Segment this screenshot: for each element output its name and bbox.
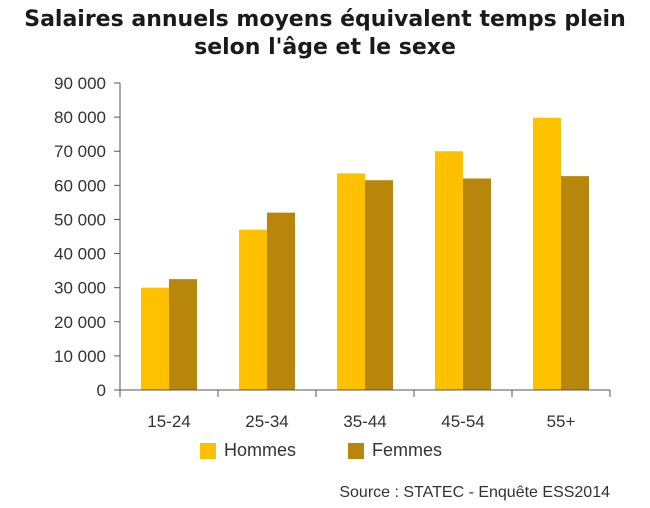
y-tick-label: 60 000	[54, 176, 106, 195]
y-tick-label: 50 000	[54, 210, 106, 229]
x-tick-label: 15-24	[147, 412, 190, 430]
legend-swatch-hommes	[200, 442, 216, 459]
legend-swatch-femmes	[348, 442, 365, 459]
bar-chart: 0 10 000 20 000 30 000 40 000 50 000 60 000 70 …	[54, 74, 611, 430]
x-axis: 15-24 25-34 35-44 45-54 55+	[119, 83, 611, 430]
legend-label-femmes: Femmes	[372, 440, 443, 460]
bar-femmes-35-44	[365, 180, 393, 390]
source-note: Source : STATEC - Enquête ESS2014	[339, 484, 610, 501]
y-tick-label: 20 000	[54, 313, 106, 332]
y-tick-label: 30 000	[54, 279, 106, 298]
bar-femmes-45-54	[463, 178, 491, 390]
bar-hommes-45-54	[435, 151, 463, 390]
y-axis: 0 10 000 20 000 30 000 40 000 50 000 60 000 70 …	[54, 74, 120, 400]
y-tick-label: 10 000	[54, 347, 106, 366]
x-tick-label: 35-44	[343, 412, 386, 430]
bar-hommes-15-24	[141, 287, 169, 390]
legend-label-hommes: Hommes	[224, 440, 297, 460]
y-tick-label: 0	[97, 381, 106, 400]
bars-group	[141, 117, 589, 390]
y-tick-label: 90 000	[54, 74, 106, 93]
x-tick-label: 25-34	[245, 412, 288, 430]
legend-item-femmes: Femmes	[348, 440, 442, 461]
y-tick-label: 80 000	[54, 108, 106, 127]
bar-femmes-55+	[561, 176, 589, 390]
x-tick-label: 55+	[547, 412, 576, 430]
bar-hommes-55+	[533, 117, 561, 390]
bar-femmes-25-34	[267, 212, 295, 390]
x-tick-label: 45-54	[441, 412, 484, 430]
bar-hommes-35-44	[337, 173, 365, 390]
legend: Hommes Femmes	[200, 440, 442, 461]
y-tick-label: 40 000	[54, 245, 106, 264]
legend-item-hommes: Hommes	[200, 440, 296, 461]
y-tick-label: 70 000	[54, 142, 106, 161]
chart-title-line-1: Salaires annuels moyens équivalent temps…	[24, 7, 626, 32]
chart-title: Salaires annuels moyens équivalent temps…	[0, 6, 650, 62]
bar-hommes-25-34	[239, 229, 267, 390]
chart-title-line-2: selon l'âge et le sexe	[194, 35, 456, 60]
bar-femmes-15-24	[169, 279, 197, 390]
